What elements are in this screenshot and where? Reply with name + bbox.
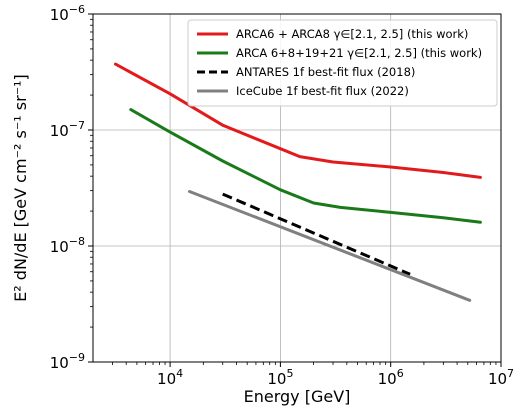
series-line-4 (188, 190, 472, 302)
x-tick-label: 106 (378, 367, 404, 388)
y-tick-label: 10−9 (50, 351, 85, 372)
axis-ticks: 104 105 106 107 10−9 10−8 10−7 10−6 (50, 3, 514, 388)
x-axis-label: Energy [GeV] (244, 387, 351, 406)
series-group (114, 62, 482, 302)
series-line-3 (222, 192, 411, 276)
legend: ARCA6 + ARCA8 γ∈[2.1, 2.5] (this work) AR… (187, 19, 498, 107)
series-line-1 (114, 62, 482, 179)
y-tick-label: 10−7 (50, 119, 85, 140)
x-tick-label: 104 (157, 367, 183, 388)
y-tick-label: 10−8 (50, 235, 85, 256)
x-tick-label: 105 (267, 367, 293, 388)
x-tick-label: 107 (488, 367, 514, 388)
series-line-2 (129, 108, 482, 224)
legend-label-2: ARCA 6+8+19+21 γ∈[2.1, 2.5] (this work) (236, 46, 482, 60)
y-tick-label: 10−6 (50, 3, 85, 24)
legend-box (187, 19, 498, 107)
legend-label-3: ANTARES 1f best-fit flux (2018) (236, 65, 415, 79)
plot-frame (92, 13, 502, 363)
legend-label-1: ARCA6 + ARCA8 γ∈[2.1, 2.5] (this work) (236, 27, 468, 41)
legend-label-4: IceCube 1f best-fit flux (2022) (236, 84, 409, 98)
y-axis-label: E² dN/dE [GeV cm⁻² s⁻¹ sr⁻¹] (11, 74, 30, 302)
